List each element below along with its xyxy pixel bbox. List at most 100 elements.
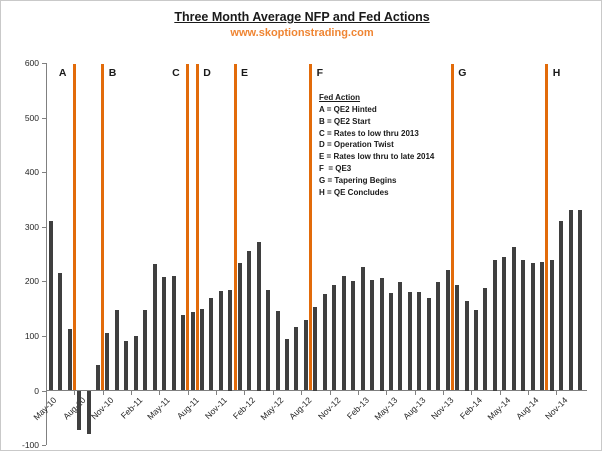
- fed-action-label-h: H: [552, 67, 561, 79]
- x-axis-label: May-12: [258, 395, 286, 423]
- legend-item: G = Tapering Begins: [319, 175, 397, 185]
- nfp-bar: [388, 292, 393, 391]
- nfp-bar: [190, 311, 195, 391]
- nfp-bar: [351, 280, 356, 391]
- y-axis-label: 300: [24, 222, 39, 232]
- nfp-bar: [285, 338, 289, 391]
- nfp-bar: [370, 280, 374, 391]
- nfp-bar: [171, 276, 176, 391]
- x-axis-tick: [159, 391, 161, 395]
- x-axis-tick: [357, 391, 359, 395]
- legend-item: B = QE2 Start: [319, 116, 371, 126]
- y-axis-tick: [42, 281, 46, 282]
- nfp-bar: [540, 261, 545, 391]
- x-axis-tick: [329, 391, 331, 395]
- y-axis-tick: [42, 445, 46, 446]
- x-axis-tick: [244, 391, 246, 395]
- nfp-bar: [577, 209, 582, 391]
- x-axis-tick: [187, 391, 189, 395]
- chart-title: Three Month Average NFP and Fed Actions: [174, 10, 430, 24]
- nfp-bar: [124, 341, 129, 391]
- fed-action-label-a: A: [58, 67, 67, 79]
- nfp-bar: [313, 307, 318, 391]
- nfp-bar: [502, 257, 507, 391]
- nfp-bar: [294, 327, 299, 391]
- x-axis-tick: [216, 391, 218, 395]
- nfp-bar: [483, 287, 488, 391]
- y-axis-tick: [42, 227, 46, 228]
- fed-action-label-d: D: [203, 67, 211, 79]
- nfp-bar: [455, 284, 460, 391]
- y-axis-label: 500: [24, 113, 39, 123]
- x-axis-tick: [131, 391, 133, 395]
- y-axis-label: 100: [24, 331, 39, 341]
- nfp-bar: [417, 292, 422, 391]
- fed-action-line-c: [186, 64, 190, 390]
- nfp-bar: [341, 275, 346, 391]
- fed-action-label-c: C: [172, 67, 180, 79]
- x-axis-tick: [301, 391, 303, 395]
- x-axis-label: Aug-13: [400, 395, 428, 422]
- nfp-bar: [247, 250, 252, 391]
- fed-action-line-d: [195, 64, 199, 390]
- x-axis-tick: [442, 391, 444, 395]
- nfp-bar: [181, 314, 185, 391]
- nfp-bar: [398, 282, 403, 391]
- nfp-bar: [105, 333, 110, 391]
- x-axis-label: Aug-14: [514, 395, 541, 422]
- nfp-bar: [237, 262, 242, 391]
- legend-items: A = QE2 Hinted B = QE2 Start C = Rates to …: [319, 104, 434, 198]
- x-axis-label: Nov-13: [429, 395, 456, 422]
- nfp-bar: [445, 269, 450, 391]
- x-axis-label: May-13: [371, 395, 399, 423]
- nfp-bar: [162, 276, 167, 391]
- y-axis-label: 600: [24, 58, 39, 68]
- y-axis-line: [46, 63, 47, 446]
- legend-item: F = QE3: [319, 163, 352, 173]
- nfp-bar: [58, 273, 63, 391]
- nfp-bar: [133, 335, 138, 391]
- legend-item: H = QE Concludes: [319, 187, 389, 197]
- x-axis-label: May-14: [485, 395, 513, 423]
- x-axis-label: Aug-10: [60, 395, 88, 422]
- x-axis-label: Feb-14: [457, 395, 485, 422]
- x-axis-tick: [556, 391, 558, 395]
- nfp-bar: [511, 247, 516, 391]
- x-axis-label: Nov-11: [202, 395, 229, 422]
- nfp-bar: [332, 285, 337, 391]
- nfp-bar: [426, 298, 431, 391]
- nfp-bar: [209, 297, 214, 391]
- nfp-bar: [275, 310, 280, 391]
- y-axis-tick: [42, 391, 46, 392]
- fed-action-line-a: [72, 64, 76, 390]
- x-axis-tick: [102, 391, 104, 395]
- nfp-bar: [360, 266, 365, 391]
- fed-action-line-h: [545, 64, 549, 390]
- y-axis-label: -100: [21, 440, 39, 450]
- x-axis-tick: [471, 391, 473, 395]
- nfp-bar: [407, 292, 412, 391]
- nfp-bar: [67, 328, 72, 391]
- x-axis-label: Nov-14: [542, 395, 570, 422]
- y-axis-tick: [42, 336, 46, 337]
- x-axis-tick: [46, 391, 47, 395]
- x-axis-tick: [74, 391, 76, 395]
- nfp-bar: [266, 290, 271, 391]
- y-axis-label: 400: [24, 167, 39, 177]
- y-axis-tick: [42, 118, 46, 119]
- legend-heading: Fed Action: [319, 93, 361, 102]
- nfp-bar: [77, 390, 82, 430]
- y-axis-label: 0: [34, 386, 39, 396]
- nfp-bar: [96, 364, 100, 391]
- x-axis-tick: [414, 391, 416, 395]
- x-axis-label: Feb-12: [231, 395, 258, 422]
- x-axis-label: Nov-12: [315, 395, 343, 422]
- nfp-bar: [549, 260, 554, 391]
- fed-action-line-g: [450, 64, 454, 390]
- nfp-bar: [322, 294, 327, 391]
- nfp-bar: [379, 278, 384, 391]
- x-axis-label: Aug-12: [287, 395, 314, 422]
- x-axis-label: Aug-11: [174, 395, 201, 422]
- nfp-bar: [114, 309, 119, 391]
